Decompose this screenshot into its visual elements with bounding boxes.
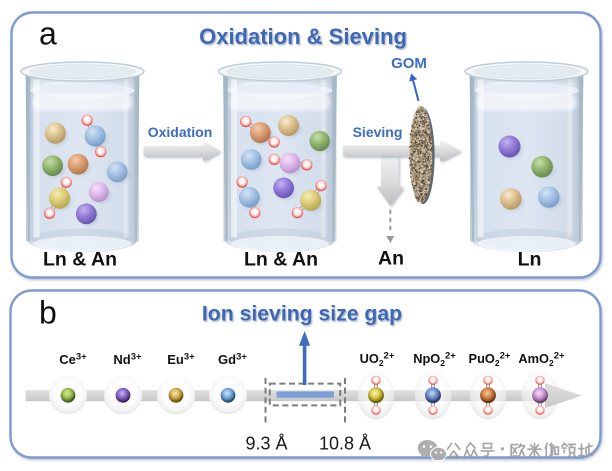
svg-text:9.3 Å: 9.3 Å (245, 434, 287, 454)
svg-text:An: An (378, 248, 404, 270)
svg-text:Ln & An: Ln & An (43, 249, 117, 271)
svg-text:Ln: Ln (518, 249, 542, 271)
svg-text:b: b (39, 295, 57, 331)
svg-text:Ion sieving size gap: Ion sieving size gap (202, 303, 402, 326)
svg-text:Oxidation: Oxidation (148, 124, 213, 140)
svg-text:Ln & An: Ln & An (244, 249, 318, 271)
svg-text:Oxidation & Sieving: Oxidation & Sieving (199, 24, 407, 49)
svg-text:a: a (39, 16, 57, 52)
svg-text:GOM: GOM (391, 55, 427, 72)
svg-text:10.8 Å: 10.8 Å (319, 434, 371, 454)
svg-text:Sieving: Sieving (353, 124, 403, 140)
svg-text:AmO22+: AmO22+ (518, 351, 565, 369)
